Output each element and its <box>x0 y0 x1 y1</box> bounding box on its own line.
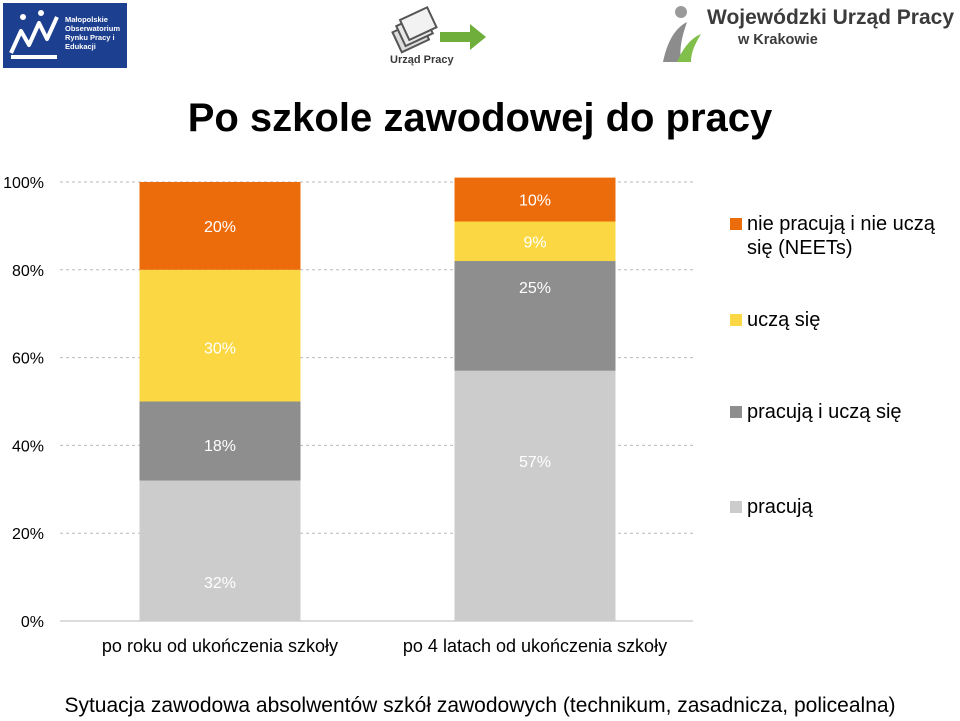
page-title: Po szkole zawodowej do pracy <box>187 96 773 140</box>
stacked-bar-chart: 0% 20% 40% 60% 80% 100% 32% 18% 30% 20% po roku od… <box>3 175 693 656</box>
footer-caption: Sytuacja zawodowa absolwentów szkół zawo… <box>64 694 896 717</box>
data-label: 10% <box>519 193 551 210</box>
bar-segment <box>139 480 301 621</box>
legend-item: nie pracują i nie uczą się (NEETs) <box>730 212 960 260</box>
data-label: 9% <box>523 234 546 251</box>
bar-segment <box>454 370 616 621</box>
legend-swatch <box>730 218 742 230</box>
urzad-pracy-logo-text: Urząd Pracy <box>390 54 454 66</box>
data-label: 25% <box>519 280 551 297</box>
y-tick-label: 80% <box>12 263 44 280</box>
bar-segment <box>139 182 301 270</box>
legend-label: pracują <box>747 496 813 518</box>
urzad-pracy-logo-icon <box>391 5 486 54</box>
wup-krakow-logo: Wojewódzki Urząd Pracy w Krakowie <box>655 2 960 68</box>
data-label: 57% <box>519 454 551 471</box>
data-label: 18% <box>204 438 236 455</box>
bar-segment <box>454 261 616 371</box>
y-tick-label: 0% <box>21 614 44 631</box>
data-label: 30% <box>204 341 236 358</box>
legend-swatch <box>730 406 742 418</box>
y-tick-label: 20% <box>12 526 44 543</box>
urzad-pracy-logo: Urząd Pracy <box>382 4 492 68</box>
bar-segment <box>139 269 301 402</box>
legend-item: uczą się <box>730 308 960 332</box>
y-tick-label: 40% <box>12 438 44 455</box>
data-label: 32% <box>204 575 236 592</box>
legend-label: nie pracują i nie uczą się (NEETs) <box>747 213 935 259</box>
legend-swatch <box>730 314 742 326</box>
bar-segment <box>139 401 301 481</box>
x-category-label: po roku od ukończenia szkoły <box>102 636 338 656</box>
wup-logo-line1: Wojewódzki Urząd Pracy <box>707 6 955 29</box>
legend-swatch <box>730 501 742 513</box>
y-tick-label: 100% <box>3 175 44 192</box>
wup-figure-icon <box>663 6 701 62</box>
x-category-label: po 4 latach od ukończenia szkoły <box>403 636 667 656</box>
legend-label: pracują i uczą się <box>747 401 902 423</box>
mororp-logo-icon <box>9 10 59 59</box>
data-label: 20% <box>204 219 236 236</box>
bar-segment <box>454 177 616 222</box>
bar-segment <box>454 221 616 262</box>
legend-item: pracują i uczą się <box>730 400 960 424</box>
wup-logo-line2: w Krakowie <box>738 32 818 48</box>
mororp-logo: Małopolskie Obserwatorium Rynku Pracy i … <box>3 3 127 68</box>
legend-item: pracują <box>730 495 960 519</box>
mororp-logo-text: Małopolskie Obserwatorium Rynku Pracy i … <box>65 15 121 51</box>
legend-label: uczą się <box>747 309 821 331</box>
y-tick-label: 60% <box>12 351 44 368</box>
